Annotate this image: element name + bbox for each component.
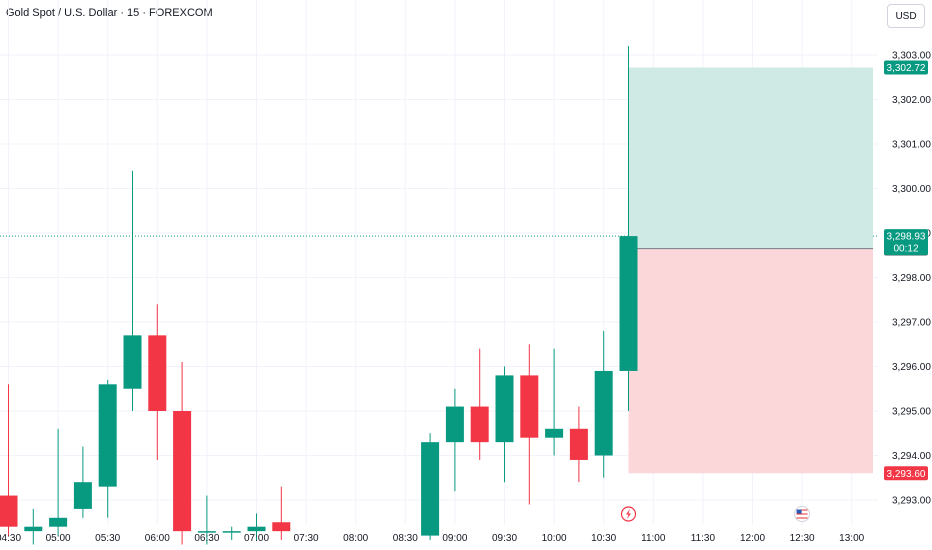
candle xyxy=(569,406,588,483)
x-tick-label: 10:30 xyxy=(591,533,616,544)
candle xyxy=(173,362,192,545)
y-tick-label: 3,300.00 xyxy=(892,184,931,195)
stop-price-tag: 3,293.60 xyxy=(884,466,928,481)
currency-button[interactable]: USD xyxy=(887,4,925,28)
x-tick-label: 06:30 xyxy=(194,533,219,544)
flag-canton xyxy=(796,509,802,514)
x-tick-label: 12:00 xyxy=(740,533,765,544)
candle-body xyxy=(520,375,539,438)
candle xyxy=(470,348,489,460)
candle xyxy=(247,513,266,541)
x-tick-label: 04:30 xyxy=(0,533,21,544)
countdown-text: 00:12 xyxy=(893,244,918,255)
y-tick-label: 3,302.00 xyxy=(892,95,931,106)
candle-body xyxy=(545,428,564,438)
flag-stripe xyxy=(796,509,808,511)
x-tick-label: 06:00 xyxy=(145,533,170,544)
y-tick-label: 3,294.00 xyxy=(892,451,931,462)
y-tick-label: 3,301.00 xyxy=(892,140,931,151)
flag-stripe xyxy=(796,517,808,519)
flag-stripe xyxy=(796,515,808,517)
last-price-tag-text: 3,298.93 xyxy=(887,232,926,243)
candle xyxy=(197,495,216,545)
candle xyxy=(148,304,167,460)
x-tick-label: 05:00 xyxy=(46,533,71,544)
y-tick-label: 3,295.00 xyxy=(892,407,931,418)
candle-body xyxy=(73,482,92,509)
candle-body xyxy=(148,335,167,411)
candle-body xyxy=(123,335,142,389)
candle xyxy=(272,486,291,541)
flash-icon-bolt xyxy=(626,509,631,519)
candle xyxy=(49,428,68,536)
candle-body xyxy=(421,442,440,536)
event-markers xyxy=(620,506,811,522)
flag-stripe xyxy=(796,513,808,515)
candle xyxy=(73,446,92,518)
candle xyxy=(594,330,613,478)
last-price-tag-bg xyxy=(884,229,928,256)
candle-body xyxy=(173,411,192,532)
candle xyxy=(445,388,464,492)
long-position-tool[interactable] xyxy=(628,67,874,474)
flag-stripe xyxy=(796,511,808,513)
stop-price-tag-bg xyxy=(884,466,928,481)
y-tick-label: 3,296.00 xyxy=(892,362,931,373)
us-flag-icon xyxy=(794,506,811,522)
candle-body xyxy=(0,495,18,527)
candle-body xyxy=(98,384,117,487)
candle-body xyxy=(197,531,216,533)
x-tick-label: 08:00 xyxy=(343,533,368,544)
target-price-tag-text: 3,302.72 xyxy=(887,63,926,74)
candle-body xyxy=(470,406,489,443)
candle xyxy=(98,379,117,518)
x-tick-label: 09:00 xyxy=(442,533,467,544)
candle xyxy=(222,526,241,541)
y-tick-label: 3,293.00 xyxy=(892,496,931,507)
candle-body xyxy=(495,375,514,443)
candle xyxy=(545,348,564,456)
x-tick-label: 07:00 xyxy=(244,533,269,544)
stop-price-tag-text: 3,293.60 xyxy=(887,469,926,480)
candle xyxy=(0,384,18,536)
x-tick-label: 13:00 xyxy=(839,533,864,544)
y-tick-label: 3,303.00 xyxy=(892,51,931,62)
candle xyxy=(421,433,440,541)
x-tick-label: 09:30 xyxy=(492,533,517,544)
x-tick-label: 12:30 xyxy=(790,533,815,544)
candle-body xyxy=(272,522,291,532)
candle-body xyxy=(569,428,588,460)
target-price-tag-bg xyxy=(884,60,928,75)
x-tick-label: 05:30 xyxy=(95,533,120,544)
x-tick-label: 08:30 xyxy=(393,533,418,544)
x-tick-label: 07:30 xyxy=(294,533,319,544)
candle-body xyxy=(247,526,266,532)
candle-body xyxy=(445,406,464,443)
x-tick-label: 11:00 xyxy=(641,533,666,544)
candles xyxy=(0,46,638,545)
candle-body xyxy=(594,370,613,456)
candle xyxy=(619,46,638,411)
candle-body xyxy=(619,236,638,371)
flash-icon xyxy=(620,506,637,522)
candle-body xyxy=(222,531,241,533)
loss-zone xyxy=(628,248,873,474)
candle-body xyxy=(49,517,68,527)
candle xyxy=(495,366,514,483)
target-price-tag: 3,302.72 xyxy=(884,60,928,75)
candle xyxy=(24,508,43,545)
candle xyxy=(520,344,539,505)
x-tick-label: 11:30 xyxy=(691,533,716,544)
y-tick-label: 3,298.00 xyxy=(892,273,931,284)
candle xyxy=(123,170,142,411)
profit-zone xyxy=(628,67,873,249)
candle-body xyxy=(24,526,43,532)
y-tick-label: 3,297.00 xyxy=(892,318,931,329)
x-tick-label: 10:00 xyxy=(542,533,567,544)
